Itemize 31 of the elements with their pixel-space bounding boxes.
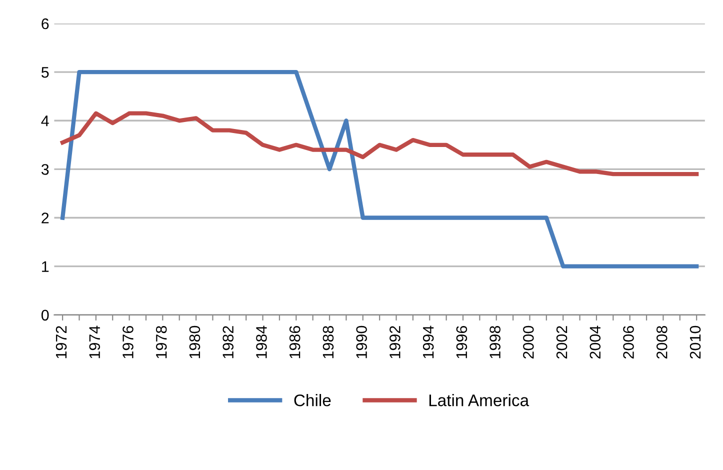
line-series bbox=[60, 111, 699, 176]
x-tick-label: 1994 bbox=[422, 326, 434, 358]
x-tick-label: 1992 bbox=[390, 326, 400, 358]
y-tick-label: 5 bbox=[41, 67, 49, 78]
x-tick-label: 1974 bbox=[89, 326, 100, 358]
x-tick-label: 2006 bbox=[623, 326, 634, 359]
x-tick-label: 1982 bbox=[222, 326, 234, 358]
x-tick-label: 1986 bbox=[289, 326, 300, 358]
x-tick-label: 1980 bbox=[189, 326, 200, 358]
y-tick-label: 1 bbox=[42, 261, 49, 272]
x-tick-label: 2010 bbox=[690, 326, 701, 359]
x-tick-label: 2008 bbox=[656, 326, 668, 359]
x-tick-label: 1984 bbox=[256, 326, 267, 358]
x-tick-label: 1978 bbox=[156, 326, 167, 358]
legend-label: Chile bbox=[294, 394, 331, 406]
x-tick-label: 1998 bbox=[490, 326, 500, 358]
x-tick-label: 2000 bbox=[523, 326, 534, 359]
x-tick-label: 2002 bbox=[556, 326, 568, 359]
x-tick-label: 1988 bbox=[322, 326, 334, 358]
y-tick-label: 3 bbox=[41, 164, 49, 175]
x-tick-label: 1972 bbox=[56, 326, 67, 358]
x-tick-label: 2004 bbox=[590, 326, 601, 359]
y-tick-label: 2 bbox=[42, 212, 49, 224]
x-tick-label: 1996 bbox=[456, 326, 468, 358]
x-tick-label: 1990 bbox=[356, 326, 367, 358]
legend-label: Latin America bbox=[429, 394, 530, 406]
y-tick-label: 4 bbox=[41, 116, 49, 126]
x-tick-label: 1976 bbox=[122, 326, 134, 358]
y-tick-label: 6 bbox=[42, 18, 49, 30]
y-tick-label: 0 bbox=[41, 310, 49, 321]
line-series bbox=[60, 70, 699, 268]
